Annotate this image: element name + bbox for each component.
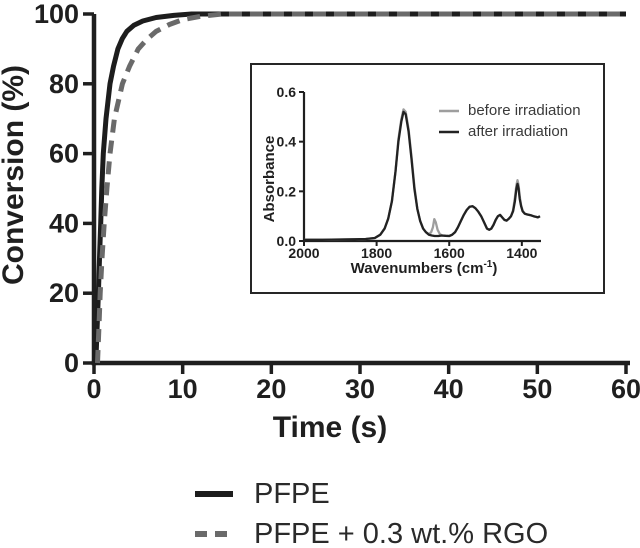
x-tick-label: 2000 xyxy=(288,245,319,261)
series-pfpe xyxy=(93,11,626,364)
x-tick-label: 10 xyxy=(168,374,198,404)
main-y-axis-title: Conversion (%) xyxy=(0,64,30,286)
main-x-axis-title: Time (s) xyxy=(272,411,388,444)
inset-ftir-panel: 2000 1800 1600 1400 0.0 0.2 0.4 0.6 Absorbance … xyxy=(250,63,605,294)
x-tick-label: 0 xyxy=(86,374,101,404)
before-irradiation-line-swatch xyxy=(439,109,459,112)
inset-x-axis-title-text: Wavenumbers (cm xyxy=(350,260,484,277)
legend-label-pfpe: PFPE xyxy=(254,477,330,510)
x-tick-label: 60 xyxy=(611,374,640,404)
y-tick-label: 0.4 xyxy=(277,134,297,150)
inset-legend-row-before: before irradiation xyxy=(438,100,581,121)
x-tick-label: 1400 xyxy=(506,245,537,261)
x-tick-label: 30 xyxy=(345,374,375,404)
y-tick-label: 40 xyxy=(49,208,79,238)
x-tick-label: 1800 xyxy=(361,245,392,261)
y-tick-label: 20 xyxy=(49,278,79,308)
inset-x-axis-title-close: ) xyxy=(492,260,498,277)
inset-x-axis-title-superscript: -1 xyxy=(483,259,493,270)
x-tick-label: 20 xyxy=(256,374,286,404)
pfpe-solid-line-swatch xyxy=(195,491,233,497)
inset-legend: before irradiation after irradiation xyxy=(438,100,581,142)
legend-label-pfpe-rgo: PFPE + 0.3 wt.% RGO xyxy=(254,517,549,548)
main-legend: PFPE PFPE + 0.3 wt.% RGO xyxy=(194,474,614,548)
y-tick-label: 0 xyxy=(64,348,79,378)
legend-row-pfpe: PFPE xyxy=(194,474,614,514)
series-after-irradiation xyxy=(304,110,541,241)
inset-legend-label-before: before irradiation xyxy=(468,102,581,119)
y-tick-label: 80 xyxy=(49,69,79,99)
pfpe-rgo-dashed-line-swatch xyxy=(195,531,233,537)
y-tick-label: 0.6 xyxy=(277,84,297,100)
x-tick-label: 50 xyxy=(522,374,552,404)
x-tick-label: 40 xyxy=(434,374,464,404)
inset-chart-canvas: 2000 1800 1600 1400 0.0 0.2 0.4 0.6 xyxy=(277,84,541,261)
y-tick-label: 0.2 xyxy=(277,183,297,199)
inset-x-axis-title: Wavenumbers (cm-1) xyxy=(314,259,534,277)
legend-row-pfpe-rgo: PFPE + 0.3 wt.% RGO xyxy=(194,514,614,548)
y-tick-label: 0.0 xyxy=(277,233,297,249)
after-irradiation-line-swatch xyxy=(439,130,459,133)
x-tick-label: 1600 xyxy=(434,245,465,261)
y-tick-label: 60 xyxy=(49,139,79,169)
inset-legend-row-after: after irradiation xyxy=(438,121,581,142)
y-tick-label: 100 xyxy=(34,0,79,29)
inset-y-axis-title: Absorbance xyxy=(261,135,278,223)
inset-legend-label-after: after irradiation xyxy=(468,123,569,140)
